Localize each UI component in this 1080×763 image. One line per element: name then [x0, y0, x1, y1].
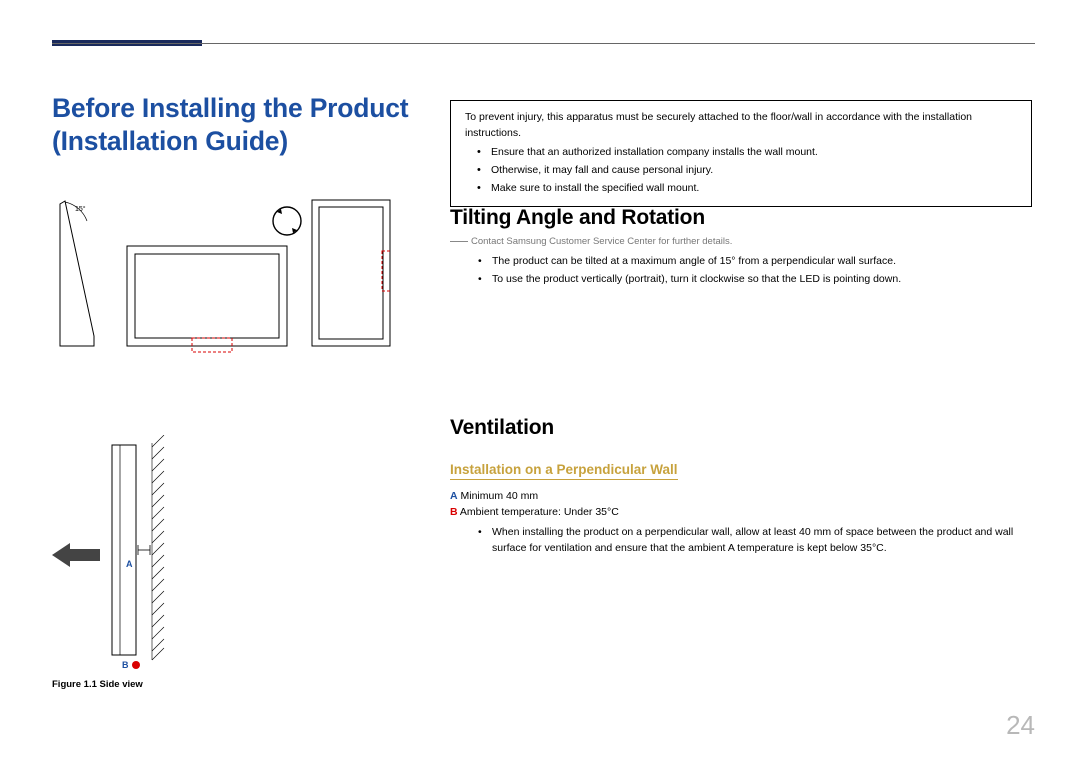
warning-box: To prevent injury, this apparatus must b… [450, 100, 1032, 207]
warning-list: Ensure that an authorized installation c… [465, 144, 1017, 197]
warning-item: Make sure to install the specified wall … [479, 180, 1017, 196]
spec-b: B Ambient temperature: Under 35°C [450, 506, 1032, 518]
ventilation-list: When installing the product on a perpend… [450, 524, 1032, 557]
title-line-1: Before Installing the Product [52, 93, 408, 123]
figure-caption: Figure 1.1 Side view [52, 679, 252, 690]
ventilation-subheading: Installation on a Perpendicular Wall [450, 462, 678, 480]
section-ventilation: Ventilation Installation on a Perpendicu… [450, 416, 1032, 557]
page-title: Before Installing the Product (Installat… [52, 92, 408, 158]
warning-lead: To prevent injury, this apparatus must b… [465, 109, 1017, 142]
label-b: B [122, 660, 129, 670]
tilting-item: To use the product vertically (portrait)… [480, 271, 1032, 287]
header-rule [52, 43, 1035, 44]
tilting-list: The product can be tilted at a maximum a… [450, 253, 1032, 288]
ventilation-heading: Ventilation [450, 416, 1032, 440]
title-line-2: (Installation Guide) [52, 126, 288, 156]
warning-item: Otherwise, it may fall and cause persona… [479, 162, 1017, 178]
tilting-note: Contact Samsung Customer Service Center … [450, 236, 1032, 247]
tilting-item: The product can be tilted at a maximum a… [480, 253, 1032, 269]
figure-side-view: A B Figure 1.1 Side view [52, 435, 252, 700]
tilting-heading: Tilting Angle and Rotation [450, 206, 1032, 230]
tilt-angle-label: 15° [75, 205, 86, 213]
section-tilting: Tilting Angle and Rotation Contact Samsu… [450, 206, 1032, 288]
label-a: A [126, 559, 133, 569]
page-number: 24 [1006, 710, 1035, 741]
spec-a: A Minimum 40 mm [450, 490, 1032, 502]
figure-tilt-rotation: 15° [52, 196, 392, 361]
ventilation-item: When installing the product on a perpend… [480, 524, 1032, 557]
warning-item: Ensure that an authorized installation c… [479, 144, 1017, 160]
